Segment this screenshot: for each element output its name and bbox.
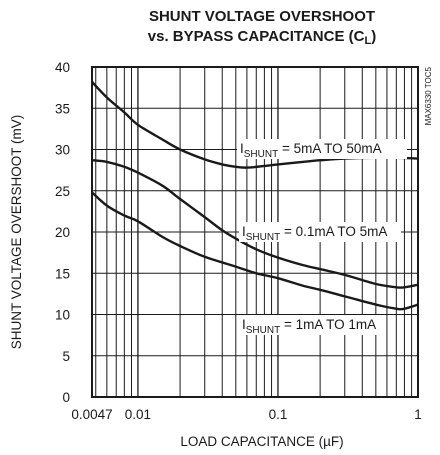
chart-title-line1: SHUNT VOLTAGE OVERSHOOT — [149, 8, 375, 25]
chart-title-line2: vs. BYPASS CAPACITANCE (CL) — [148, 28, 376, 47]
plot-frame — [91, 66, 419, 398]
series-line-2 — [91, 159, 419, 289]
series-label-sub: SHUNT — [244, 149, 278, 160]
x-axis-label-end: F) — [331, 434, 344, 449]
series-label-2: ISHUNT = 0.1mA TO 5mA — [242, 224, 387, 243]
y-axis-label: SHUNT VOLTAGE OVERSHOOT (mV) — [9, 115, 24, 350]
chart-title-line2-end: ) — [371, 28, 376, 45]
series-label-prefix: I — [240, 141, 244, 156]
chart-title-line2-sub: L — [364, 35, 371, 47]
chart-title-line2-main: vs. BYPASS CAPACITANCE (C — [148, 28, 365, 45]
x-tick-label: 0.01 — [125, 407, 151, 422]
y-tick-label: 5 — [62, 349, 70, 364]
y-tick-label: 40 — [55, 60, 70, 75]
side-label: MAX6330 TOC5 — [424, 66, 433, 125]
series-label-bg-1 — [237, 139, 407, 159]
x-tick-label: 0.1 — [269, 407, 288, 422]
series-label-bg-3 — [239, 315, 385, 335]
series-label-text: = 5mA TO 50mA — [278, 141, 381, 156]
series-line-3 — [91, 191, 419, 311]
x-tick-label: 0.0047 — [71, 407, 112, 422]
series-label-bg-2 — [239, 222, 401, 242]
y-tick-label: 0 — [62, 390, 70, 405]
x-tick-label: 1 — [414, 407, 422, 422]
series-label-sub: SHUNT — [246, 232, 280, 243]
y-tick-label: 15 — [55, 266, 70, 281]
series-label-text: = 0.1mA TO 5mA — [280, 224, 387, 239]
x-axis-label-main: LOAD CAPACITANCE ( — [180, 434, 323, 449]
x-axis-label: LOAD CAPACITANCE (µF) — [180, 434, 343, 449]
series-label-sub: SHUNT — [246, 325, 280, 336]
series-label-1: ISHUNT = 5mA TO 50mA — [240, 141, 382, 160]
y-tick-label: 25 — [55, 184, 70, 199]
series-layer — [91, 80, 419, 311]
series-label-prefix: I — [242, 224, 246, 239]
series-label-3: ISHUNT = 1mA TO 1mA — [242, 317, 376, 336]
y-tick-label: 35 — [55, 101, 70, 116]
y-tick-label: 20 — [55, 225, 70, 240]
y-tick-label: 10 — [55, 308, 70, 323]
series-label-prefix: I — [242, 317, 246, 332]
x-axis-label-mu: µ — [323, 434, 331, 449]
series-label-text: = 1mA TO 1mA — [280, 317, 376, 332]
tick-labels: 0 5 10 15 20 25 30 35 40 0.0047 0.01 0.1 1 — [55, 60, 422, 422]
y-tick-label: 30 — [55, 143, 70, 158]
